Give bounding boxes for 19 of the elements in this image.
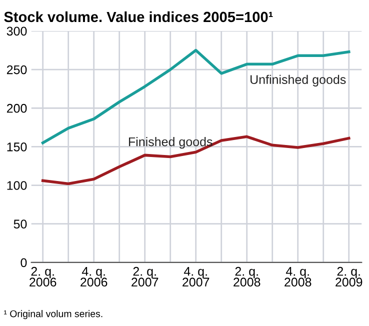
x-tick-label: 2. q. 2006 <box>30 266 56 287</box>
y-tick-label: 200 <box>6 104 27 113</box>
x-tick-label: 2. q. 2008 <box>234 266 260 287</box>
series-label: Unfinished goods <box>250 74 346 86</box>
y-tick-label: 100 <box>7 181 27 190</box>
y-tick-label: 0 <box>20 258 27 268</box>
y-tick-label: 300 <box>6 26 27 36</box>
x-tick-label: 2. q. 2009 <box>336 266 362 287</box>
series-label: Finished goods <box>128 137 212 149</box>
x-tick-label: 4. q. 2006 <box>80 267 108 287</box>
line-series <box>41 135 350 186</box>
y-tick-label: 150 <box>7 142 27 152</box>
chart-title: Stock volume. Value indices 2005=100¹ <box>4 11 273 22</box>
y-tick-label: 250 <box>6 65 27 74</box>
x-tick-label: 4. q. 2007 <box>182 267 210 287</box>
text: ¹ Original volum series. <box>4 310 102 320</box>
x-tick-label: 2. q. 2007 <box>132 266 158 287</box>
y-tick-label: 50 <box>14 220 27 229</box>
x-tick-label: 4. q. 2008 <box>284 267 312 287</box>
